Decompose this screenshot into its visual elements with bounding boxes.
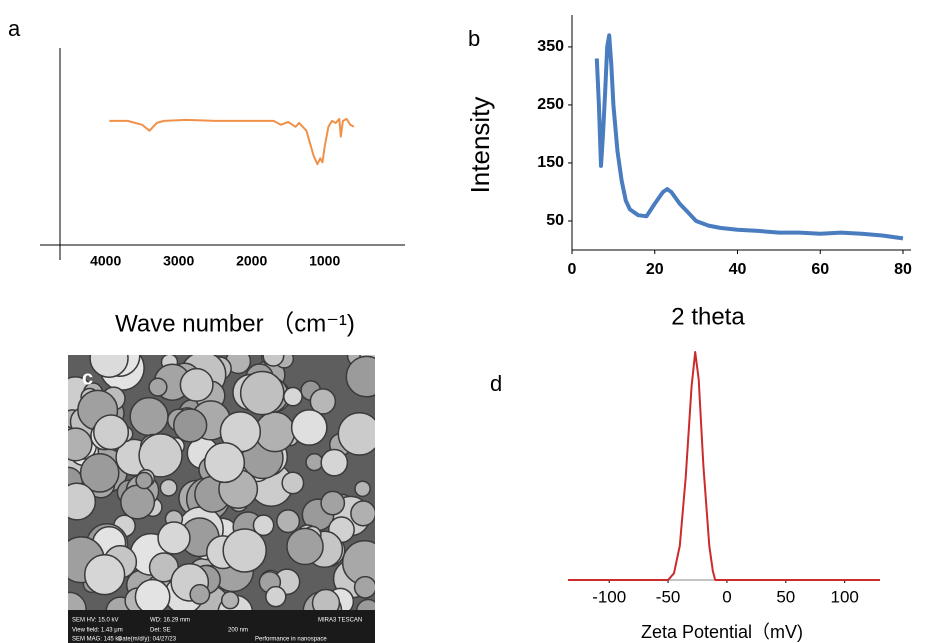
x-axis-label: Wave number （cm⁻¹) xyxy=(115,310,355,337)
x-tick-label: 2000 xyxy=(236,253,267,269)
particle xyxy=(79,453,120,493)
particle xyxy=(239,370,285,416)
particle xyxy=(276,509,301,534)
particle xyxy=(222,528,267,573)
sem-info: SEM HV: 15.0 kV xyxy=(72,618,118,624)
x-tick-label: 100 xyxy=(830,587,858,606)
panel-label: d xyxy=(490,371,502,396)
x-tick-label: 50 xyxy=(776,587,795,606)
sem-info: View field: 1.43 μm xyxy=(72,628,123,634)
particle xyxy=(265,585,287,608)
sem-info: 200 nm xyxy=(228,628,248,634)
sem-info: Performance in nanospace xyxy=(255,637,327,643)
sem-info: WD: 16.29 mm xyxy=(150,618,190,624)
panel-label: c xyxy=(82,367,93,389)
y-axis-label: Intensity xyxy=(465,97,495,194)
particle xyxy=(354,480,371,498)
particle xyxy=(93,414,130,451)
particle xyxy=(262,355,285,367)
data-line xyxy=(109,117,355,166)
panel-label: a xyxy=(8,16,21,41)
y-tick-label: 350 xyxy=(537,38,564,55)
x-tick-label: 80 xyxy=(894,261,912,278)
x-tick-label: 3000 xyxy=(163,253,194,269)
data-line xyxy=(594,33,904,241)
particle xyxy=(309,388,337,415)
particle xyxy=(220,591,240,610)
particle xyxy=(129,396,169,437)
x-tick-label: 0 xyxy=(568,261,577,278)
sem-info: Det: SE xyxy=(150,628,171,634)
particle xyxy=(254,411,296,453)
particle xyxy=(148,377,168,397)
x-tick-label: 0 xyxy=(722,587,731,606)
particle xyxy=(138,433,183,478)
particle xyxy=(337,412,375,456)
particle xyxy=(345,355,375,398)
particle xyxy=(89,355,129,379)
particle xyxy=(172,408,208,443)
particle xyxy=(157,521,191,555)
sem-info: MIRA3 TESCAN xyxy=(318,618,362,624)
particle xyxy=(120,484,156,520)
particle xyxy=(252,514,275,537)
x-tick-label: 40 xyxy=(729,261,747,278)
x-tick-label: -100 xyxy=(592,587,626,606)
panel-label: b xyxy=(468,26,480,51)
particle xyxy=(320,490,346,516)
y-tick-label: 150 xyxy=(537,154,564,171)
particle xyxy=(83,554,126,596)
particle xyxy=(305,453,324,472)
particle xyxy=(189,583,211,605)
particle xyxy=(290,409,328,446)
particle xyxy=(281,471,305,495)
particle xyxy=(286,527,324,566)
particle xyxy=(135,471,153,490)
particle xyxy=(320,448,349,477)
x-tick-label: 20 xyxy=(646,261,664,278)
data-line xyxy=(568,351,880,581)
particle xyxy=(68,482,97,521)
x-tick-label: 4000 xyxy=(90,253,121,269)
particle xyxy=(179,367,214,402)
x-tick-label: -50 xyxy=(656,587,681,606)
particle xyxy=(68,427,93,462)
sem-info: SEM MAG: 145 kx xyxy=(72,637,121,643)
sem-info: Date(m/d/y): 04/27/23 xyxy=(118,637,177,643)
y-tick-label: 250 xyxy=(537,96,564,113)
x-axis-label: 2 theta xyxy=(671,303,745,330)
particle xyxy=(353,575,375,599)
particle xyxy=(203,441,246,484)
sem-info-bar xyxy=(68,610,375,643)
particle xyxy=(350,500,375,527)
particle xyxy=(283,386,303,407)
x-tick-label: 1000 xyxy=(309,253,340,269)
y-tick-label: 50 xyxy=(546,212,564,229)
particle xyxy=(159,478,178,497)
sem-particles xyxy=(68,355,375,631)
x-tick-label: 60 xyxy=(811,261,829,278)
particle xyxy=(134,578,171,615)
x-axis-label: Zeta Potential（mV) xyxy=(641,622,803,642)
